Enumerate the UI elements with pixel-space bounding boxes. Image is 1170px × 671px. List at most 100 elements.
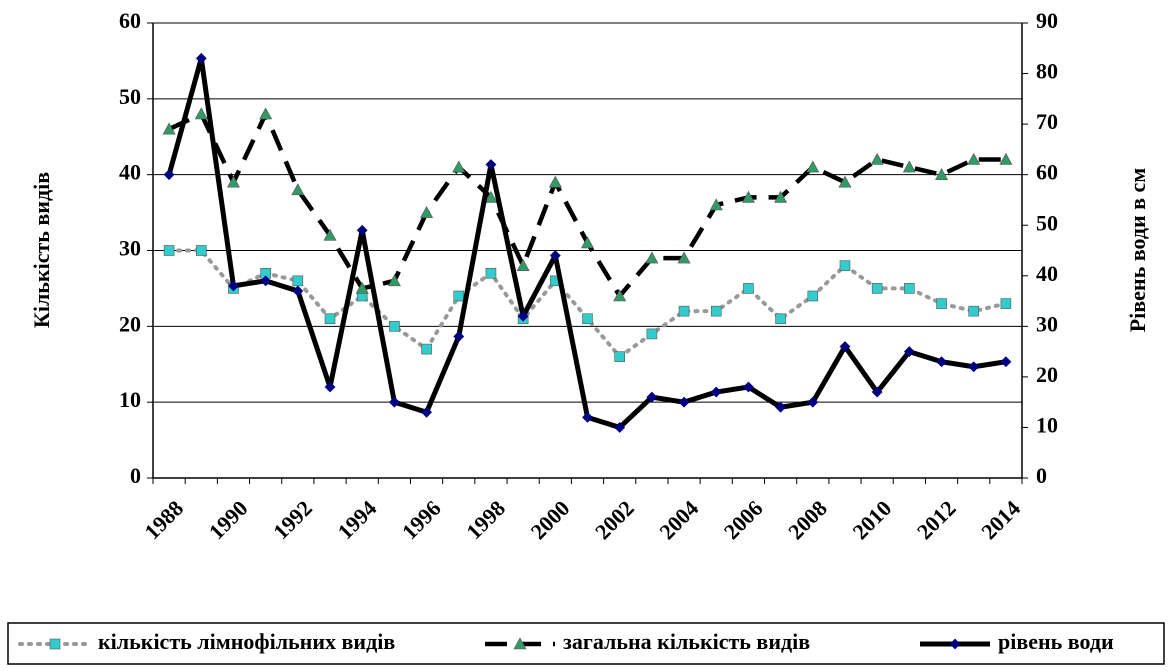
marker [513, 637, 527, 650]
marker [292, 275, 304, 287]
marker [614, 351, 625, 362]
marker [839, 341, 851, 352]
y2-tick-label: 70 [1036, 109, 1058, 134]
marker [1000, 356, 1012, 368]
marker [807, 290, 819, 302]
y-tick-label: 60 [119, 8, 141, 33]
series-line [167, 248, 1008, 359]
marker [259, 107, 273, 120]
marker [710, 386, 722, 398]
marker [936, 356, 947, 368]
y2-tick-label: 80 [1036, 59, 1058, 84]
marker [291, 183, 305, 196]
legend-label: загальна кількість видів [563, 629, 810, 654]
marker [389, 321, 400, 332]
marker [646, 328, 658, 340]
marker [292, 285, 304, 297]
marker [163, 169, 175, 181]
y2-tick-label: 40 [1036, 261, 1058, 286]
marker [421, 406, 432, 418]
marker [678, 305, 690, 317]
marker [195, 52, 207, 64]
marker [709, 198, 723, 211]
marker [485, 267, 497, 279]
marker [387, 274, 401, 287]
y-tick-label: 0 [130, 463, 141, 488]
marker [421, 343, 432, 355]
marker [807, 396, 819, 408]
marker [614, 422, 626, 433]
legend-label: кількість лімнофільних видів [98, 629, 395, 654]
marker [743, 381, 754, 393]
legend-box [7, 622, 1165, 665]
marker [967, 152, 981, 165]
y2-tick-label: 10 [1036, 412, 1058, 437]
x-tick-label: 2014 [976, 495, 1025, 544]
x-tick-label: 1990 [204, 495, 253, 544]
marker [194, 107, 208, 120]
marker [323, 228, 337, 241]
marker [388, 396, 400, 408]
marker [1000, 298, 1012, 309]
marker [936, 298, 947, 309]
marker [646, 391, 658, 403]
series-line [168, 111, 1006, 299]
x-tick-label: 2012 [912, 495, 961, 544]
marker [484, 190, 498, 203]
marker [452, 160, 466, 173]
marker [195, 245, 207, 256]
marker [324, 381, 336, 393]
x-tick-label: 1994 [333, 495, 382, 544]
marker [935, 168, 949, 180]
marker [871, 386, 883, 398]
y2-tick-label: 50 [1036, 210, 1058, 235]
legend-label: рівень води [998, 629, 1114, 654]
x-tick-label: 2008 [783, 495, 832, 544]
marker [645, 251, 659, 264]
marker [903, 346, 915, 358]
marker [838, 175, 852, 188]
marker [548, 175, 562, 188]
marker [260, 275, 272, 287]
marker [324, 313, 336, 325]
marker [163, 245, 175, 256]
x-tick-label: 2004 [654, 495, 703, 544]
y-tick-label: 40 [119, 160, 141, 185]
marker [839, 260, 851, 271]
marker [949, 638, 961, 650]
marker [356, 224, 368, 236]
marker [485, 159, 497, 170]
y2-axis-title: Рівень води в см [1125, 168, 1150, 333]
marker [775, 401, 787, 413]
x-tick-label: 2010 [847, 495, 896, 544]
y2-tick-label: 30 [1036, 311, 1058, 336]
x-tick-label: 2002 [590, 495, 639, 544]
marker [871, 283, 883, 294]
marker [613, 289, 627, 302]
marker [162, 122, 176, 135]
x-tick-label: 1996 [397, 495, 446, 544]
y-tick-label: 30 [119, 236, 141, 261]
y2-tick-label: 20 [1036, 362, 1058, 387]
marker [516, 259, 530, 271]
marker [806, 160, 820, 173]
y-tick-label: 50 [119, 84, 141, 109]
marker [453, 331, 465, 342]
marker [902, 160, 916, 173]
y2-tick-label: 60 [1036, 160, 1058, 185]
y-tick-label: 20 [119, 311, 141, 336]
marker [582, 411, 593, 423]
y-axis-title: Кількість видів [29, 172, 54, 328]
marker [999, 152, 1013, 165]
marker [517, 310, 529, 322]
marker [549, 250, 561, 261]
marker [904, 283, 915, 294]
marker [453, 290, 465, 302]
marker [710, 305, 722, 317]
y2-tick-label: 0 [1036, 463, 1047, 488]
y-tick-label: 10 [119, 387, 141, 412]
marker [968, 361, 980, 373]
x-tick-label: 1998 [461, 495, 510, 544]
marker [743, 283, 754, 294]
